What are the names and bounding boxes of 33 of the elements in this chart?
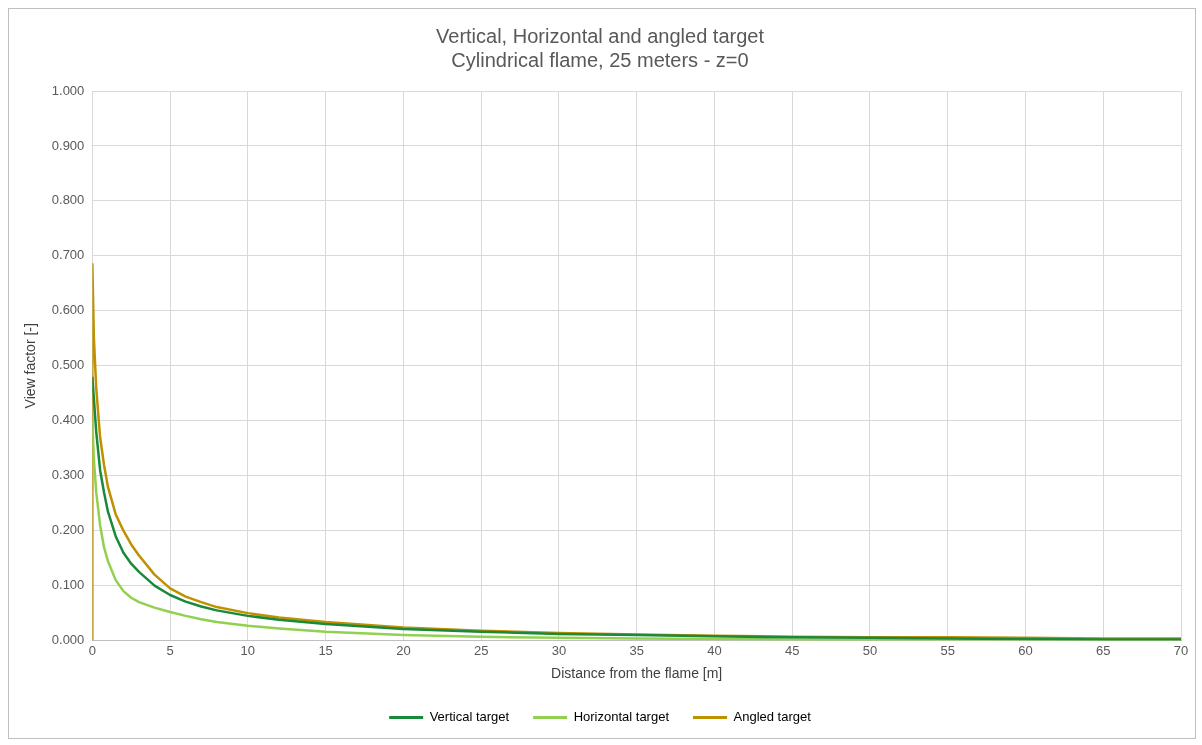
y-tick-label: 0.700 bbox=[51, 247, 85, 263]
y-tick-label: 0.000 bbox=[51, 632, 85, 648]
x-tick-label: 60 bbox=[1018, 642, 1033, 658]
y-tick-label: 0.500 bbox=[51, 357, 85, 373]
chart-subtitle: Cylindrical flame, 25 meters - z=0 bbox=[451, 48, 749, 71]
legend-label: Angled target bbox=[733, 709, 812, 725]
x-tick-label: 0 bbox=[88, 642, 96, 658]
x-tick-label: 65 bbox=[1096, 642, 1111, 658]
x-tick-label: 70 bbox=[1173, 642, 1189, 658]
x-tick-label: 25 bbox=[473, 642, 489, 658]
y-tick-label: 0.100 bbox=[51, 577, 85, 593]
x-axis-title: Distance from the flame [m] bbox=[551, 665, 723, 682]
x-tick-label: 15 bbox=[318, 642, 333, 658]
y-tick-label: 1.000 bbox=[51, 82, 85, 98]
chart-title: Vertical, Horizontal and angled target bbox=[436, 24, 765, 47]
y-tick-label: 0.800 bbox=[51, 192, 85, 208]
x-tick-label: 55 bbox=[940, 642, 955, 658]
y-axis-title: View factor [-] bbox=[22, 323, 39, 409]
x-tick-label: 5 bbox=[166, 642, 174, 658]
y-tick-label: 0.900 bbox=[51, 137, 85, 153]
y-tick-label: 0.400 bbox=[51, 412, 85, 428]
x-tick-label: 30 bbox=[551, 642, 567, 658]
y-tick-label: 0.600 bbox=[51, 302, 85, 318]
y-tick-label: 0.300 bbox=[51, 467, 85, 483]
x-tick-label: 20 bbox=[396, 642, 411, 658]
x-tick-label: 40 bbox=[707, 642, 722, 658]
x-tick-label: 50 bbox=[862, 642, 878, 658]
x-tick-label: 10 bbox=[240, 642, 256, 658]
x-tick-label: 35 bbox=[629, 642, 644, 658]
legend-label: Vertical target bbox=[429, 709, 510, 725]
legend-label: Horizontal target bbox=[573, 709, 670, 725]
x-tick-label: 45 bbox=[784, 642, 800, 658]
y-tick-label: 0.200 bbox=[51, 522, 85, 538]
